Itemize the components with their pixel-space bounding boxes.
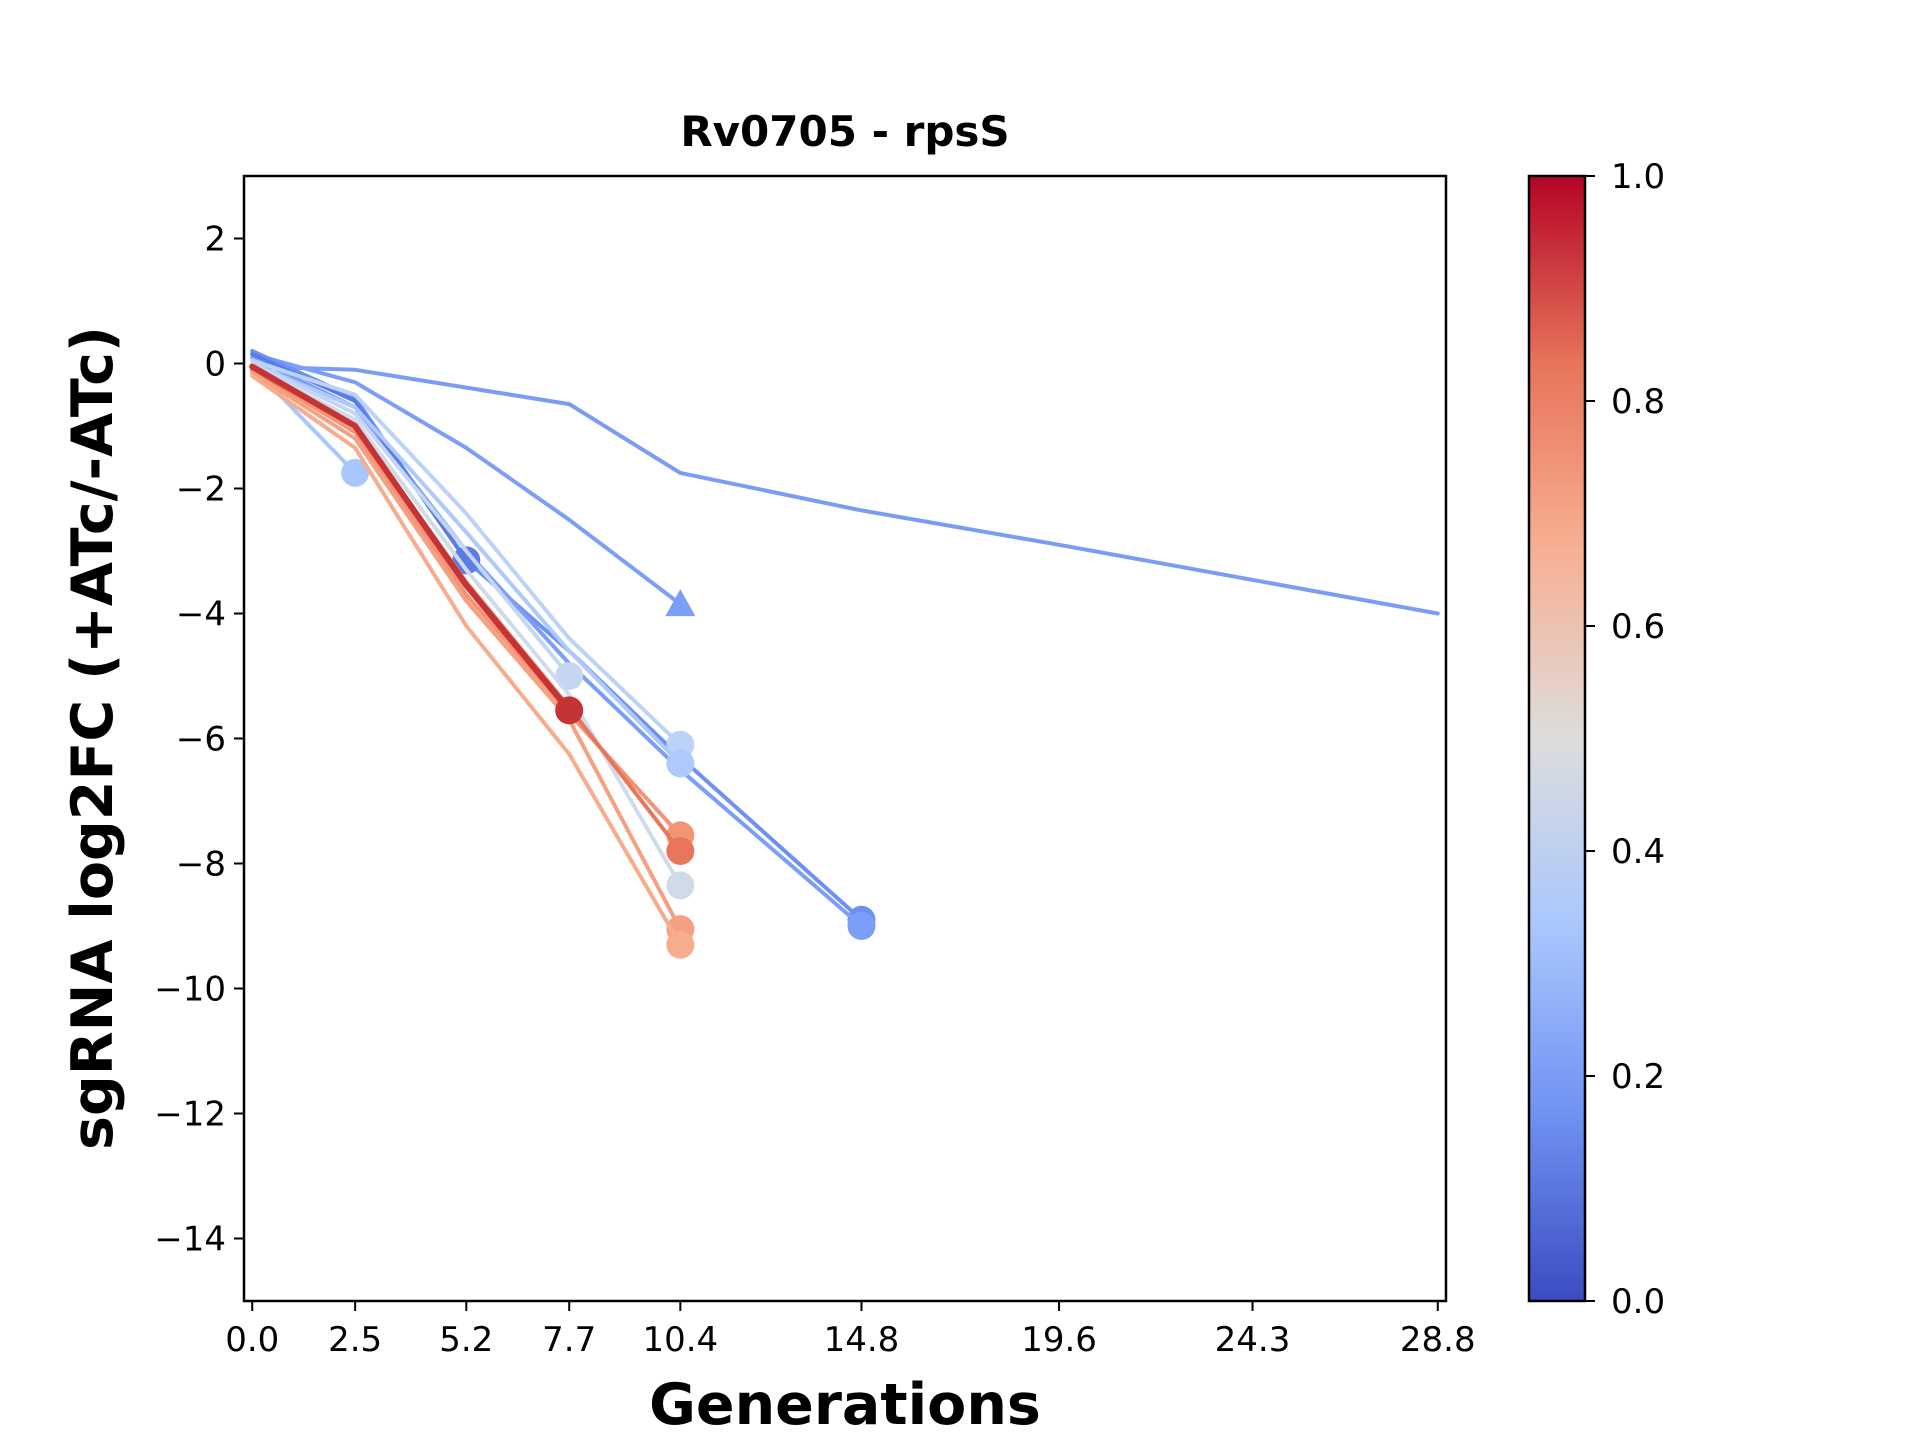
- colorbar-tick-label: 0.2: [1611, 1057, 1665, 1097]
- series-end-marker: [452, 546, 481, 575]
- y-tick-label: 2: [204, 220, 226, 260]
- series-end-marker: [847, 912, 876, 940]
- x-tick-label: 0.0: [225, 1320, 279, 1360]
- y-tick-label: −6: [176, 720, 226, 760]
- x-tick-label: 10.4: [642, 1320, 718, 1360]
- colorbar-tick-label: 0.8: [1611, 382, 1665, 422]
- series-line: [250, 370, 683, 932]
- series-line: [250, 364, 1440, 616]
- x-tick-label: 7.7: [542, 1320, 596, 1360]
- x-axis: 0.0 2.5 5.2 7.7 10.4 14.8 19.6 24.3 28.8: [225, 1301, 1476, 1360]
- x-tick-label: 2.5: [328, 1320, 382, 1360]
- y-axis: 2 0 −2 −4 −6 −8 −10 −12 −14: [154, 220, 244, 1260]
- x-tick-label: 24.3: [1215, 1320, 1291, 1360]
- y-tick-label: −4: [176, 595, 226, 635]
- y-tick-label: −14: [154, 1220, 226, 1260]
- chart-title: Rv0705 - rpsS: [680, 107, 1009, 156]
- x-axis-title: Generations: [649, 1372, 1041, 1438]
- series-line: [250, 361, 683, 766]
- y-axis-title: sgRNA log2FC (+ATc/-ATc): [60, 326, 126, 1150]
- x-tick-label: 5.2: [439, 1320, 493, 1360]
- colorbar-tick-label: 0.4: [1611, 832, 1665, 872]
- series-end-marker: [555, 662, 584, 690]
- y-tick-label: −2: [176, 470, 226, 510]
- colorbar-tick-label: 0.0: [1611, 1282, 1665, 1322]
- plot-area-frame: [242, 174, 1448, 1303]
- x-tick-label: 14.8: [824, 1320, 900, 1360]
- y-tick-label: −8: [176, 845, 226, 885]
- series-line: [250, 374, 683, 947]
- series-end-marker: [665, 589, 696, 617]
- series-end-marker: [341, 458, 370, 487]
- colorbar: [1527, 174, 1587, 1303]
- series-layer: [249, 349, 1440, 959]
- y-tick-label: −12: [154, 1095, 226, 1135]
- series-end-marker: [555, 696, 584, 725]
- x-tick-label: 28.8: [1400, 1320, 1476, 1360]
- colorbar-axis: 0.0 0.2 0.4 0.6 0.8 1.0: [1585, 157, 1665, 1322]
- series-line: [249, 363, 573, 714]
- y-tick-label: −10: [154, 970, 226, 1010]
- colorbar-tick-label: 1.0: [1611, 157, 1665, 197]
- series-end-marker: [666, 749, 695, 778]
- series-end-marker: [666, 930, 695, 959]
- y-tick-label: 0: [204, 345, 226, 385]
- series-line: [250, 352, 683, 607]
- series-line: [250, 358, 683, 747]
- colorbar-tick-label: 0.6: [1611, 607, 1665, 647]
- series-end-marker: [666, 871, 695, 900]
- series-end-marker: [666, 837, 695, 865]
- x-tick-label: 19.6: [1021, 1320, 1097, 1360]
- series-line: [250, 361, 572, 678]
